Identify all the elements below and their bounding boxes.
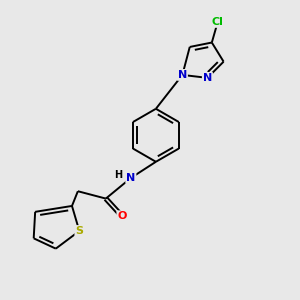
Text: N: N [126,173,136,183]
Text: N: N [178,70,187,80]
Text: H: H [114,170,123,180]
Text: O: O [117,211,127,221]
Text: N: N [203,73,212,83]
Text: S: S [75,226,83,236]
Text: Cl: Cl [212,17,224,27]
